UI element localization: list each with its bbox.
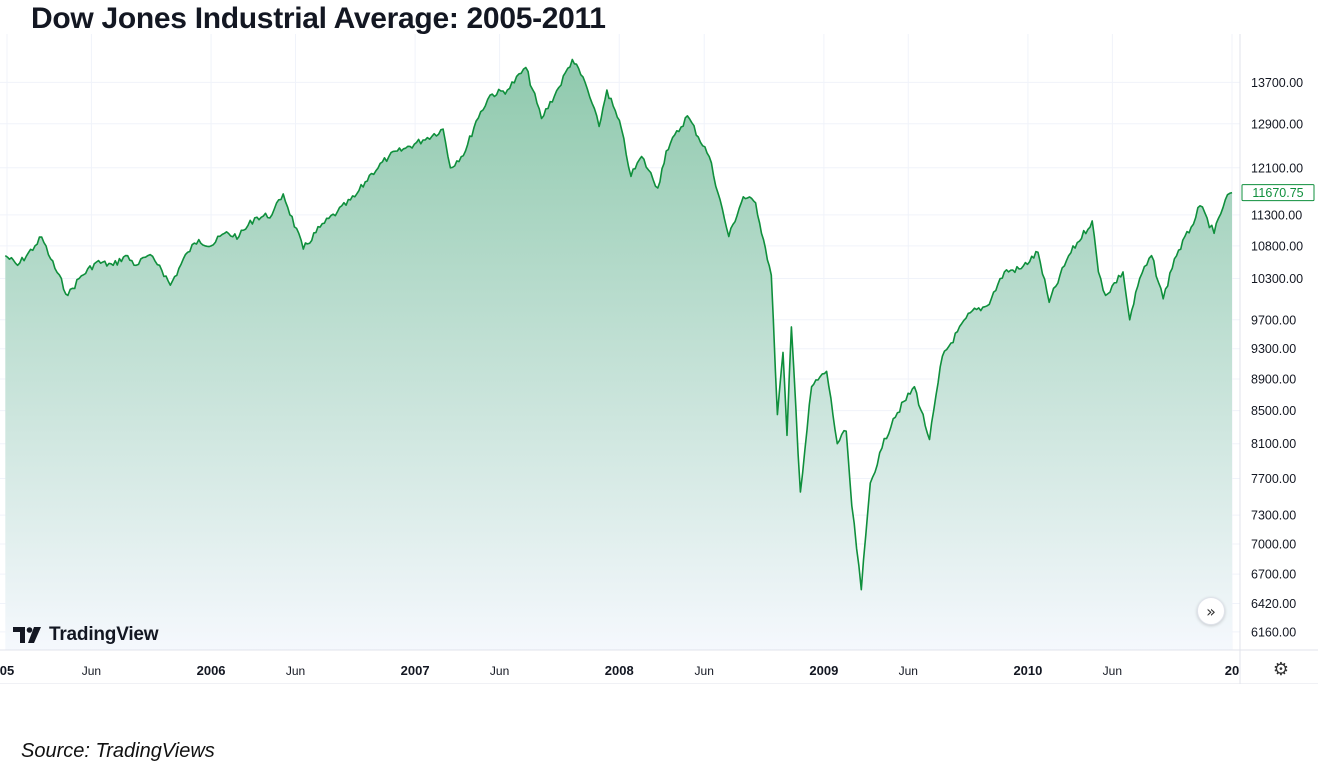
source-note: Source: TradingViews [21,740,215,762]
x-tick-label: 2009 [809,663,838,678]
tradingview-branding[interactable]: TradingView [13,624,159,646]
y-tick-label: 8900.00 [1251,372,1296,386]
x-tick-label: Jun [899,664,918,678]
area-fill [5,59,1232,650]
y-tick-label: 12100.00 [1251,161,1303,175]
y-tick-label: 6420.00 [1251,597,1296,611]
last-price-value: 11670.75 [1252,186,1303,200]
y-tick-label: 8100.00 [1251,437,1296,451]
x-tick-label: Jun [286,664,305,678]
tradingview-logo-icon [13,627,41,643]
x-tick-label: Jun [1103,664,1122,678]
x-tick-label: 2010 [1013,663,1042,678]
chart-title: Dow Jones Industrial Average: 2005-2011 [31,2,606,35]
y-tick-label: 10300.00 [1251,272,1303,286]
chart-svg[interactable]: 13700.00 12900.00 12100.00 11300.00 10800.00… [0,34,1318,684]
y-tick-label: 11300.00 [1251,208,1302,222]
y-tick-label: 7000.00 [1251,538,1296,552]
y-tick-label: 13700.00 [1251,76,1303,90]
y-tick-label: 10800.00 [1251,239,1303,253]
y-tick-label: 9300.00 [1251,342,1296,356]
x-tick-label: Jun [695,664,714,678]
y-tick-label: 6160.00 [1251,625,1296,639]
chart-settings-button[interactable]: ⚙ [1270,658,1292,680]
y-tick-label: 7700.00 [1251,472,1296,486]
x-tick-label: Jun [82,664,101,678]
y-tick-label: 12900.00 [1251,117,1303,131]
chart-widget[interactable]: 13700.00 12900.00 12100.00 11300.00 10800.00… [0,34,1318,684]
y-tick-label: 8500.00 [1251,404,1296,418]
x-tick-label: 2008 [605,663,634,678]
series-line [4,58,1233,591]
x-tick-label: 2007 [401,663,430,678]
x-tick-label: 05 [0,663,14,678]
double-chevron-right-icon: » [1206,601,1216,621]
x-tick-label: Jun [490,664,509,678]
gear-icon: ⚙ [1272,658,1290,680]
scroll-to-realtime-button[interactable]: » [1197,597,1225,625]
y-tick-label: 7300.00 [1251,509,1296,523]
x-tick-label: 20 [1225,663,1239,678]
brand-name: TradingView [49,624,159,645]
y-tick-label: 6700.00 [1251,568,1296,582]
price-axis[interactable]: 13700.00 12900.00 12100.00 11300.00 10800.00… [1251,76,1303,639]
last-price-label: 11670.75 [1241,184,1315,202]
time-axis[interactable]: 05 Jun 2006 Jun 2007 Jun 2008 Jun 2009 Jun 2010 Jun… [0,663,1239,678]
x-tick-label: 2006 [197,663,226,678]
y-tick-label: 9700.00 [1251,313,1296,327]
